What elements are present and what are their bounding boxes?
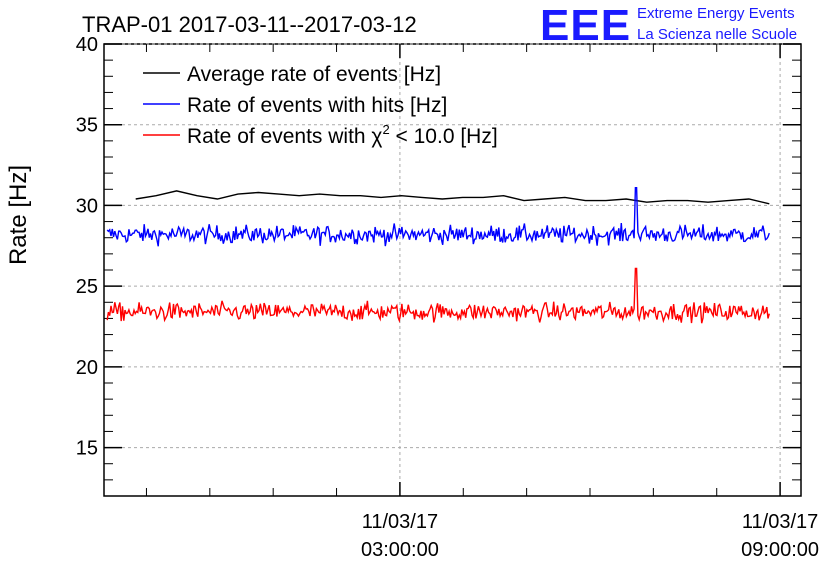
x-tick-date-label: 11/03/17: [742, 511, 818, 533]
y-tick-label: 40: [76, 34, 98, 56]
grid-lines: [104, 43, 801, 496]
logo-line2: La Scienza nelle Scuole: [637, 26, 797, 43]
legend-label-suffix: < 10.0 [Hz]: [390, 125, 498, 148]
legend-label-3: Rate of events with χ2 < 10.0 [Hz]: [187, 122, 498, 148]
x-tick-time-label: 09:00:00: [741, 539, 819, 561]
logo-line1: Extreme Energy Events: [637, 5, 795, 22]
series-line-1: [135, 190, 770, 205]
legend-label-1: Average rate of events [Hz]: [187, 63, 441, 86]
eee-logo: EEE Extreme Energy Events La Scienza nel…: [540, 1, 797, 50]
legend-label-2: Rate of events with hits [Hz]: [187, 94, 447, 117]
y-tick-label: 20: [76, 357, 98, 379]
y-axis-label: Rate [Hz]: [5, 165, 32, 265]
x-tick-time-label: 03:00:00: [361, 539, 439, 561]
y-ticks: 15 20 25 30 35 40: [76, 34, 801, 497]
y-tick-label: 35: [76, 115, 98, 137]
logo-letters: EEE: [540, 1, 631, 50]
x-ticks: 11/03/17 03:00:00 11/03/17 09:00:00: [145, 44, 819, 561]
x-tick-date-label: 11/03/17: [362, 511, 438, 533]
chart-title: TRAP-01 2017-03-11--2017-03-12: [82, 12, 417, 37]
series-line-3: [106, 267, 770, 324]
legend: Average rate of events [Hz] Rate of event…: [143, 63, 498, 148]
y-tick-label: 25: [76, 276, 98, 298]
series-lines: [106, 187, 770, 324]
y-tick-label: 15: [76, 438, 98, 460]
legend-superscript: 2: [382, 122, 389, 137]
series-line-2: [106, 187, 770, 247]
y-tick-label: 30: [76, 195, 98, 217]
